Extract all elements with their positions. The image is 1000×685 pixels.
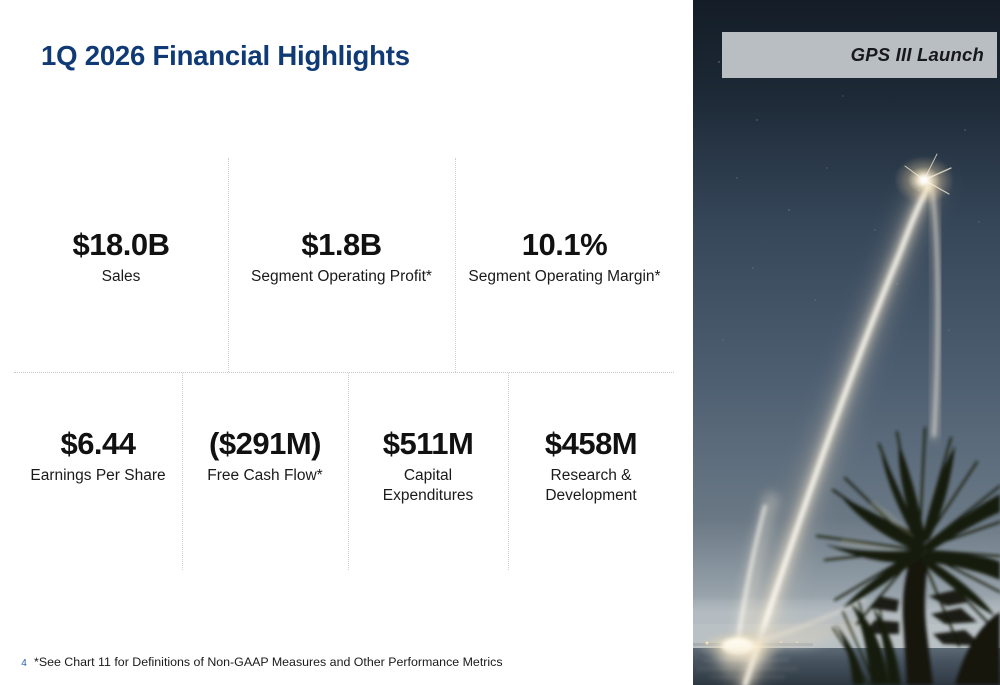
metric-value: 10.1% bbox=[521, 227, 608, 262]
metric-label: Free Cash Flow* bbox=[207, 467, 323, 485]
launch-photo: GPS III Launch bbox=[693, 0, 1000, 685]
metric-card-segment-operating-margin: 10.1% Segment Operating Margin* bbox=[455, 158, 674, 372]
metrics-row-top: $18.0B Sales $1.8B Segment Operating Pro… bbox=[14, 158, 674, 372]
metrics-row-bottom: $6.44 Earnings Per Share ($291M) Free Ca… bbox=[14, 373, 674, 570]
page-title: 1Q 2026 Financial Highlights bbox=[41, 40, 410, 71]
metric-value: $1.8B bbox=[301, 227, 382, 262]
metric-label: Segment Operating Margin* bbox=[468, 268, 661, 286]
metric-value: ($291M) bbox=[209, 426, 321, 461]
grid-vertical-divider-bottom-2 bbox=[348, 373, 349, 570]
metric-card-sales: $18.0B Sales bbox=[14, 158, 228, 372]
grid-vertical-divider-bottom-1 bbox=[182, 373, 183, 570]
photo-caption-text: GPS III Launch bbox=[850, 44, 984, 65]
rocket-launch-image bbox=[693, 0, 1000, 685]
metric-card-capital-expenditures: $511M Capital Expenditures bbox=[348, 373, 508, 570]
grid-vertical-divider-top-2 bbox=[455, 158, 456, 372]
grid-vertical-divider-bottom-3 bbox=[508, 373, 509, 570]
metric-value: $18.0B bbox=[72, 227, 170, 262]
metric-label: Earnings Per Share bbox=[30, 467, 166, 485]
metric-card-segment-operating-profit: $1.8B Segment Operating Profit* bbox=[228, 158, 455, 372]
metric-value: $511M bbox=[382, 426, 474, 461]
metric-label: Segment Operating Profit* bbox=[251, 268, 432, 286]
page-number: 4 bbox=[21, 658, 27, 669]
grid-horizontal-divider bbox=[14, 372, 674, 373]
metric-label: Capital Expenditures bbox=[382, 467, 474, 504]
metric-label: Research & Development bbox=[545, 467, 637, 504]
metrics-grid: $18.0B Sales $1.8B Segment Operating Pro… bbox=[14, 158, 674, 572]
metric-label: Sales bbox=[101, 268, 141, 286]
slide-content-panel: 1Q 2026 Financial Highlights $18.0B Sale… bbox=[14, 40, 674, 669]
metric-card-earnings-per-share: $6.44 Earnings Per Share bbox=[14, 373, 182, 570]
footnote-text: *See Chart 11 for Definitions of Non-GAA… bbox=[34, 655, 503, 669]
metric-card-research-and-development: $458M Research & Development bbox=[508, 373, 674, 570]
photo-caption-bar: GPS III Launch bbox=[722, 32, 997, 78]
grid-vertical-divider-top-1 bbox=[228, 158, 229, 372]
metric-card-free-cash-flow: ($291M) Free Cash Flow* bbox=[182, 373, 348, 570]
metric-value: $458M bbox=[544, 426, 638, 461]
metric-value: $6.44 bbox=[60, 426, 136, 461]
footnote: 4 *See Chart 11 for Definitions of Non-G… bbox=[14, 655, 503, 669]
